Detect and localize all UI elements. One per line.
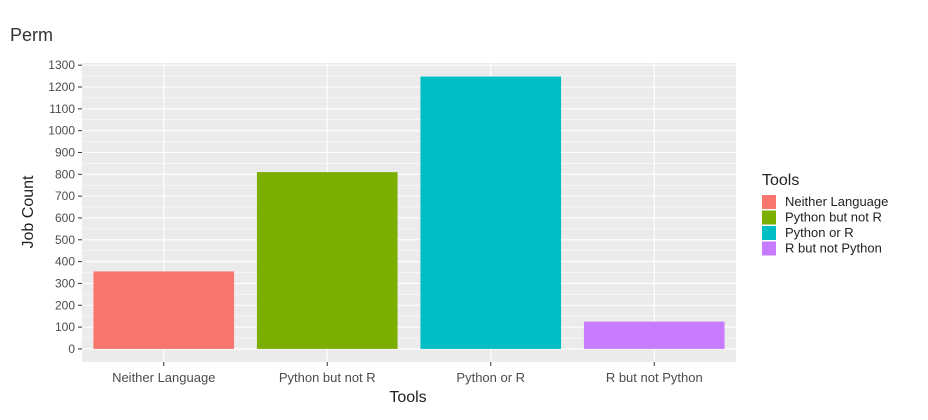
- bar: [420, 76, 562, 349]
- y-axis: 0 100 200 300 400 500 600 700 800 900 1000 1100 1200…: [48, 58, 82, 356]
- legend-swatch: [762, 226, 776, 240]
- legend-entry-label: Neither Language: [785, 194, 888, 209]
- y-tick-label: 400: [55, 255, 75, 269]
- x-tick-label: Python or R: [456, 370, 525, 385]
- legend-title: Tools: [762, 172, 799, 189]
- x-tick-label: R but not Python: [606, 370, 703, 385]
- y-tick-label: 1000: [48, 124, 75, 138]
- bars: [93, 76, 725, 349]
- bar: [583, 321, 725, 349]
- legend-swatch: [762, 195, 776, 209]
- y-tick-label: 0: [68, 342, 75, 356]
- y-axis-label: Job Count: [20, 175, 37, 248]
- y-tick-label: 600: [55, 211, 75, 225]
- y-tick-label: 1300: [48, 58, 75, 72]
- x-tick-label: Python but not R: [279, 370, 376, 385]
- x-tick-label: Neither Language: [112, 370, 215, 385]
- chart-title: Perm: [10, 25, 53, 45]
- bar: [93, 271, 235, 349]
- y-tick-label: 800: [55, 167, 75, 181]
- x-axis-label: Tools: [389, 389, 426, 406]
- legend-entry-label: Python or R: [785, 225, 854, 240]
- legend-swatch: [762, 241, 776, 256]
- y-tick-label: 300: [55, 276, 75, 290]
- x-axis: Neither Language Python but not R Python o…: [112, 362, 703, 385]
- legend-entry-label: Python but not R: [785, 210, 882, 225]
- y-tick-label: 1100: [49, 102, 75, 116]
- legend-swatch: [762, 210, 776, 225]
- legend-entry-label: R but not Python: [785, 241, 882, 256]
- y-tick-label: 700: [55, 189, 75, 203]
- bar: [256, 172, 398, 349]
- y-tick-label: 200: [55, 298, 75, 312]
- y-tick-label: 1200: [48, 80, 75, 94]
- y-tick-label: 900: [55, 145, 75, 159]
- y-tick-label: 100: [55, 320, 75, 334]
- y-tick-label: 500: [55, 233, 75, 247]
